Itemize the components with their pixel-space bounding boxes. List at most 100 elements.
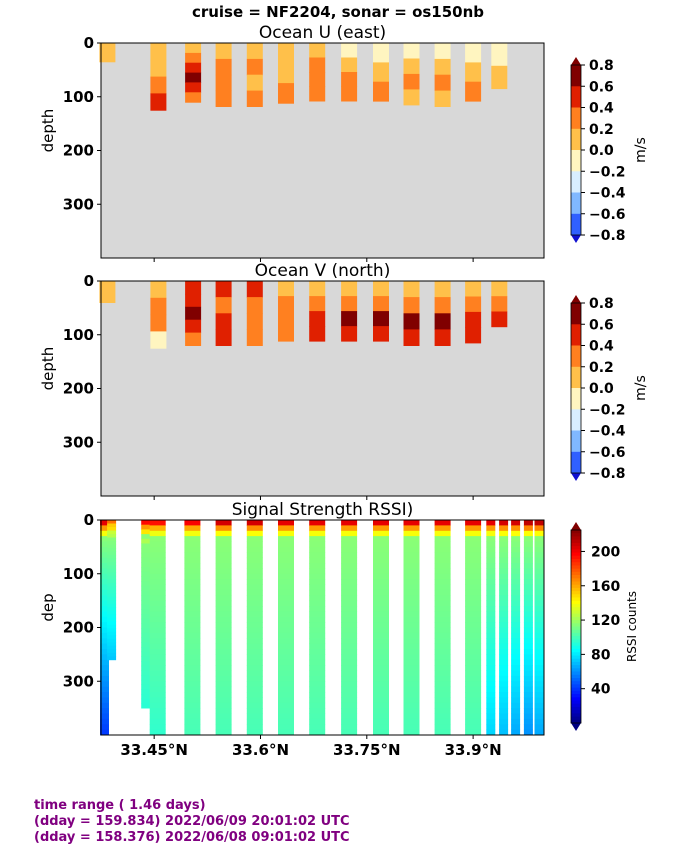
rssi-cell: [149, 686, 166, 693]
rssi-cell: [141, 595, 158, 601]
rssi-cell: [465, 546, 482, 553]
rssi-cell: [486, 563, 496, 569]
rssi-cell: [149, 643, 166, 650]
rssi-cell: [373, 616, 389, 623]
figure: cruise = NF2204, sonar = os150nb Ocean U…: [39, 3, 649, 759]
y-axis-label: depth: [39, 347, 57, 391]
rssi-cell: [534, 622, 544, 628]
rssi-cell: [465, 530, 482, 537]
rssi-cell: [523, 643, 533, 650]
rssi-cell: [184, 536, 201, 542]
rssi-cell: [100, 692, 109, 698]
colorbar-band: [571, 655, 581, 660]
rssi-cell: [100, 579, 109, 585]
rssi-cell: [465, 611, 482, 618]
velocity-profile-cell: [215, 43, 232, 60]
rssi-cell: [107, 628, 117, 633]
rssi-cell: [246, 579, 263, 585]
rssi-cell: [107, 645, 117, 650]
rssi-cell: [215, 665, 232, 671]
rssi-cell: [511, 589, 521, 596]
rssi-cell: [141, 661, 158, 667]
rssi-cell: [215, 632, 232, 639]
rssi-cell: [499, 622, 509, 628]
rssi-cell: [100, 643, 109, 650]
rssi-cell: [499, 718, 509, 725]
rssi-cell: [499, 606, 509, 612]
colorbar-band: [571, 303, 581, 325]
rssi-cell: [499, 632, 509, 639]
rssi-cell: [184, 692, 201, 698]
velocity-profile-cell: [373, 326, 389, 342]
rssi-cell: [373, 686, 389, 693]
rssi-cell: [373, 589, 389, 596]
rssi-cell: [107, 649, 117, 654]
velocity-profile-cell: [309, 57, 326, 73]
rssi-cell: [278, 718, 294, 725]
rssi-cell: [534, 718, 544, 725]
rssi-cell: [149, 675, 166, 682]
rssi-cell: [141, 524, 158, 530]
rssi-cell: [215, 552, 232, 559]
rssi-cell: [403, 568, 420, 575]
rssi-cell: [534, 713, 544, 720]
rssi-cell: [246, 541, 263, 548]
rssi-cell: [107, 561, 117, 566]
rssi-cell: [107, 596, 117, 601]
rssi-cell: [246, 724, 263, 731]
rssi-cell: [499, 525, 509, 532]
rssi-cell: [523, 573, 533, 580]
rssi-cell: [434, 692, 451, 698]
velocity-profile-cell: [465, 43, 482, 63]
x-tick-label: 33.45°N: [120, 741, 188, 759]
rssi-cell: [523, 606, 533, 612]
rssi-cell: [434, 573, 451, 580]
rssi-cell: [434, 589, 451, 596]
rssi-cell: [215, 627, 232, 634]
velocity-profile-cell: [309, 311, 326, 327]
rssi-cell: [523, 584, 533, 591]
rssi-cell: [486, 600, 496, 607]
rssi-cell: [141, 684, 158, 690]
colorbar-tick-label: 40: [591, 682, 611, 698]
rssi-cell: [434, 530, 451, 537]
colorbar-band: [571, 607, 581, 611]
rssi-cell: [534, 557, 544, 564]
rssi-cell: [278, 654, 294, 661]
rssi-cell: [511, 697, 521, 704]
rssi-cell: [486, 697, 496, 704]
colorbar-band: [571, 597, 581, 602]
rssi-cell: [107, 565, 117, 570]
rssi-cell: [246, 584, 263, 591]
rssi-cell: [107, 544, 117, 549]
rssi-cell: [149, 520, 166, 526]
colorbar-label: m/s: [633, 137, 649, 163]
colorbar-band: [571, 581, 581, 586]
rssi-cell: [534, 729, 544, 736]
rssi-cell: [149, 525, 166, 532]
rssi-cell: [434, 659, 451, 666]
rssi-cell: [341, 600, 358, 607]
colorbar-band: [571, 632, 581, 637]
rssi-cell: [465, 520, 482, 526]
rssi-cell: [523, 659, 533, 666]
rssi-cell: [141, 665, 158, 671]
rssi-cell: [434, 649, 451, 655]
rssi-cell: [107, 568, 117, 573]
velocity-profile-cell: [185, 92, 202, 103]
rssi-cell: [309, 584, 326, 591]
rssi-cell: [246, 681, 263, 688]
rssi-cell: [523, 654, 533, 661]
velocity-profile-cell: [341, 72, 358, 87]
figure-suptitle: cruise = NF2204, sonar = os150nb: [192, 3, 484, 21]
footer-line-2: (dday = 159.834) 2022/06/09 20:01:02 UTC: [34, 814, 350, 829]
rssi-cell: [486, 713, 496, 720]
rssi-cell: [215, 573, 232, 580]
velocity-profile-cell: [465, 296, 482, 313]
rssi-cell: [511, 557, 521, 564]
rssi-cell: [373, 622, 389, 628]
rssi-cell: [309, 600, 326, 607]
rssi-cell: [246, 702, 263, 709]
rssi-cell: [184, 702, 201, 709]
rssi-cell: [215, 675, 232, 682]
